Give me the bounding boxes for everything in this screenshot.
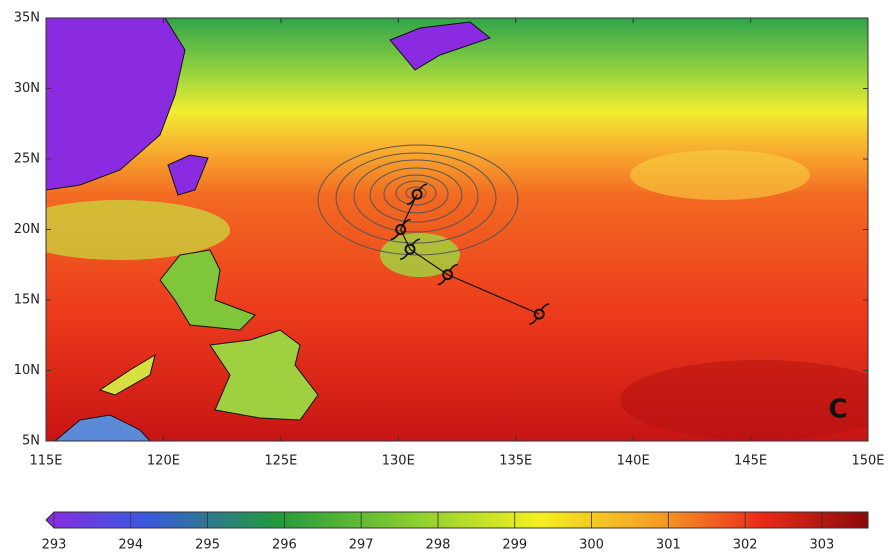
colorbar-tick-label: 300 [579,538,604,552]
figure: C 115E 120E 125E 130E 135E 140E 145E 150E 5N 10N 1… [0,0,888,552]
y-tick-label: 5N [22,434,40,449]
x-tick-label: 145E [734,454,767,469]
y-tick-label: 30N [14,81,40,96]
colorbar-tick-label: 303 [810,538,835,552]
colorbar-tick-label: 294 [118,538,143,552]
y-tick-label: 25N [14,152,40,167]
colorbar-tick-label: 299 [502,538,527,552]
colorbar-tick-label: 297 [349,538,374,552]
x-tick-label: 150E [851,454,884,469]
y-tick-label: 20N [14,222,40,237]
colorbar-tick-label: 302 [733,538,758,552]
map-field [10,18,888,441]
colorbar-tick-label: 301 [656,538,681,552]
y-tick-label: 35N [14,11,40,26]
panel-label: C [828,395,847,425]
y-tick-label: 10N [14,363,40,378]
x-tick-label: 140E [617,454,650,469]
x-tick-label: 115E [29,454,62,469]
colorbar-tick-label: 296 [272,538,297,552]
x-tick-label: 120E [147,454,180,469]
x-tick-label: 135E [499,454,532,469]
x-tick-label: 125E [264,454,297,469]
colorbar-tick-label: 295 [195,538,220,552]
colorbar [46,512,868,528]
colorbar-tick-label: 293 [42,538,67,552]
y-tick-label: 15N [14,293,40,308]
colorbar-tick-label: 298 [426,538,451,552]
x-tick-label: 130E [382,454,415,469]
